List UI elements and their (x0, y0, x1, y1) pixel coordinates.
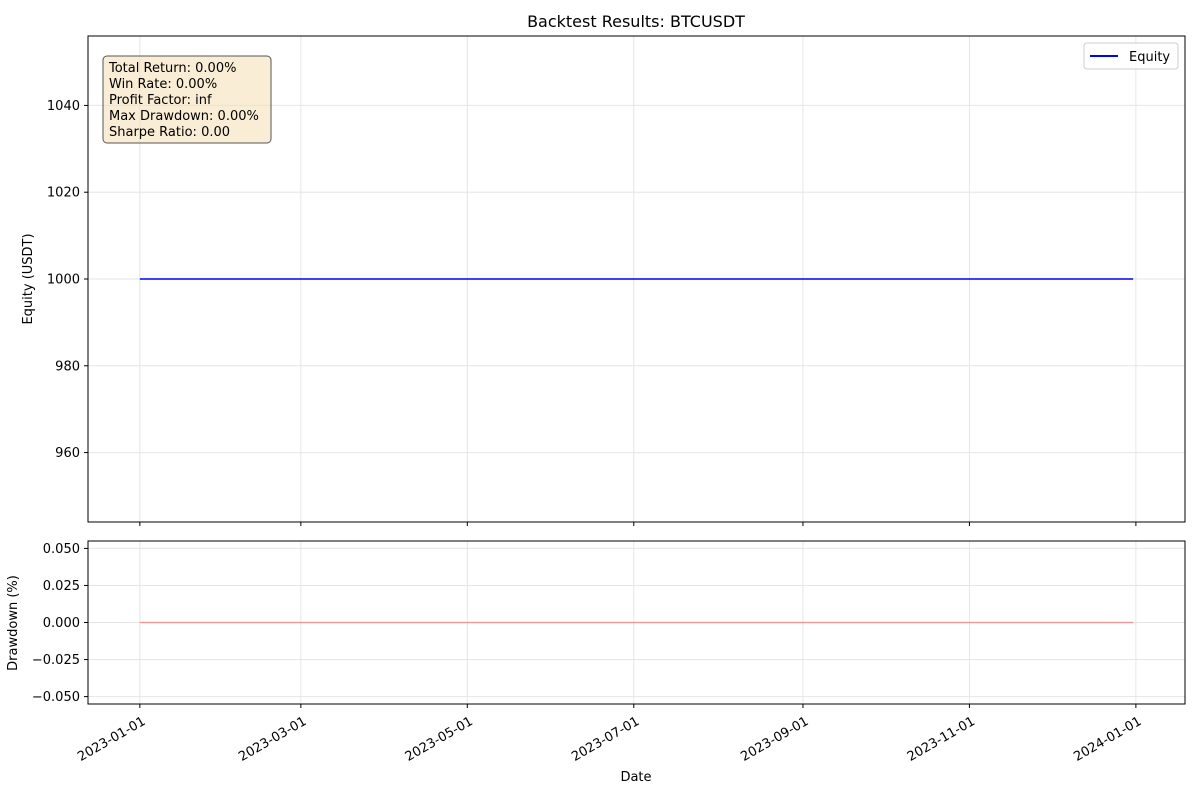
drawdown-x-ticks: 2023-01-01 2023-03-01 2023-05-01 2023-07-01… (75, 704, 1144, 765)
x-tick-label: 2024-01-01 (1071, 714, 1144, 765)
drawdown-grid (88, 541, 1185, 704)
drawdown-y-tick-label: −0.050 (32, 690, 80, 705)
stat-total-return: Total Return: 0.00% (108, 61, 236, 76)
drawdown-y-tick-label: 0.025 (43, 579, 80, 594)
stats-box-background (102, 55, 272, 144)
equity-y-tick-label: 960 (55, 446, 80, 461)
equity-x-ticks (139, 522, 1137, 526)
drawdown-y-tick-label: −0.025 (32, 653, 80, 668)
stat-win-rate: Win Rate: 0.00% (109, 77, 217, 92)
drawdown-y-ticks: −0.050 −0.025 0.000 0.025 0.050 (32, 542, 88, 705)
drawdown-y-tick-label: 0.050 (43, 542, 80, 557)
chart-title: Backtest Results: BTCUSDT (527, 12, 745, 31)
stat-sharpe-ratio: Sharpe Ratio: 0.00 (109, 125, 230, 140)
x-tick-label: 2023-09-01 (738, 714, 811, 765)
legend-label-equity: Equity (1129, 50, 1170, 65)
x-tick-label: 2023-01-01 (75, 714, 148, 765)
equity-y-axis-label: Equity (USDT) (21, 233, 36, 324)
stats-box: Total Return: 0.00% Win Rate: 0.00% Prof… (102, 55, 272, 144)
drawdown-y-axis-label: Drawdown (%) (6, 575, 21, 671)
x-tick-label: 2023-07-01 (569, 714, 642, 765)
x-tick-label: 2023-05-01 (403, 714, 476, 765)
drawdown-y-tick-label: 0.000 (43, 616, 80, 631)
stat-max-drawdown: Max Drawdown: 0.00% (109, 109, 259, 124)
x-tick-label: 2023-11-01 (905, 714, 978, 765)
x-tick-label: 2023-03-01 (236, 714, 309, 765)
equity-y-tick-label: 1000 (47, 273, 80, 288)
legend: Equity (1083, 42, 1179, 70)
equity-y-tick-label: 980 (55, 359, 80, 374)
legend-box (1083, 42, 1179, 70)
equity-y-tick-label: 1020 (47, 186, 80, 201)
x-axis-label: Date (620, 770, 651, 785)
equity-y-ticks: 960 980 1000 1020 1040 (47, 99, 88, 461)
equity-y-tick-label: 1040 (47, 99, 80, 114)
equity-panel: 960 980 1000 1020 1040 Equity (USDT) Total R… (21, 35, 1186, 526)
stat-profit-factor: Profit Factor: inf (109, 93, 212, 108)
